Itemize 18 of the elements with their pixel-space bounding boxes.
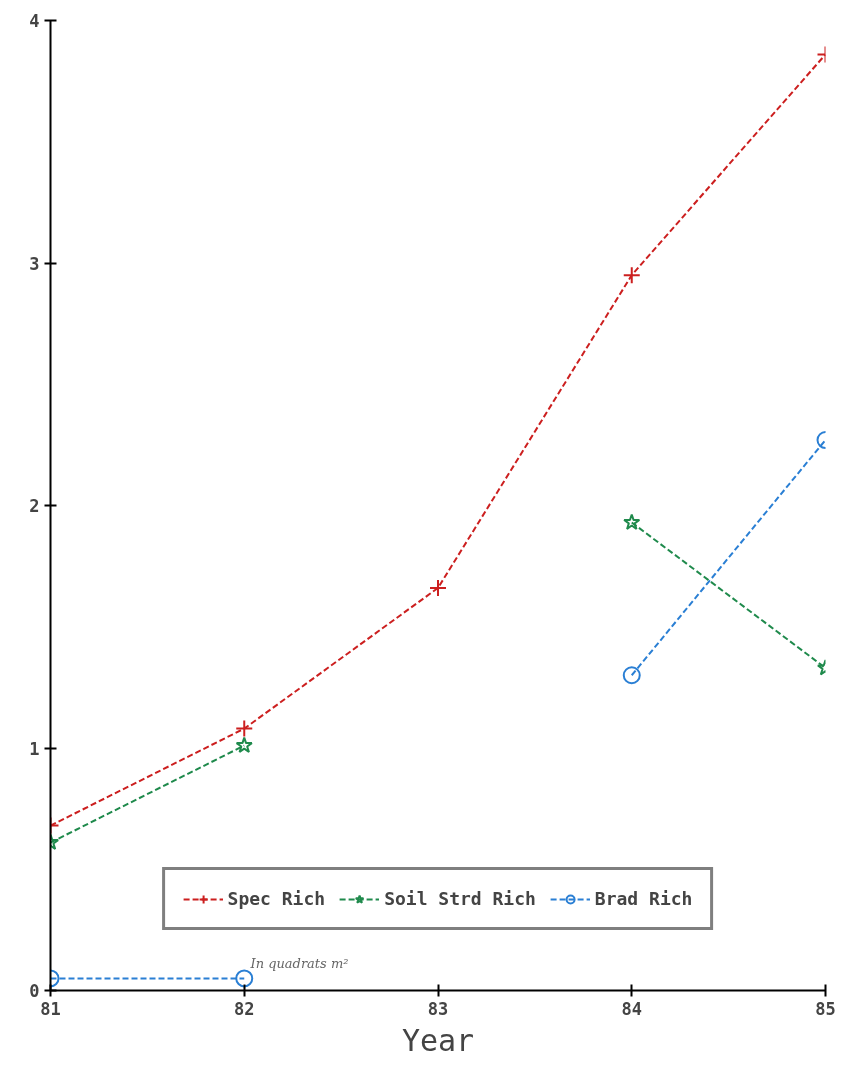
legend-label: Spec Rich xyxy=(227,888,326,909)
point xyxy=(622,266,641,285)
point xyxy=(235,719,254,738)
legend-label: Brad Rich xyxy=(594,888,693,909)
point xyxy=(429,578,447,597)
x-tick-label: 84 xyxy=(621,998,642,1019)
y-tick-label: 2 xyxy=(29,496,40,516)
x-tick-label: 85 xyxy=(815,998,836,1019)
y-tick-label: 1 xyxy=(29,738,40,759)
y-tick-label: 0 xyxy=(29,981,40,1001)
legend-label: Soil Strd Rich xyxy=(384,888,536,909)
y-tick-label: 3 xyxy=(29,253,40,274)
annotation: In quadrats m² xyxy=(249,955,349,971)
x-tick-label: 82 xyxy=(234,998,255,1019)
x-tick-label: 83 xyxy=(427,998,449,1019)
x-axis-title: Year xyxy=(401,1022,475,1058)
x-tick-label: 81 xyxy=(40,998,61,1019)
y-tick-label: 4 xyxy=(29,11,40,31)
